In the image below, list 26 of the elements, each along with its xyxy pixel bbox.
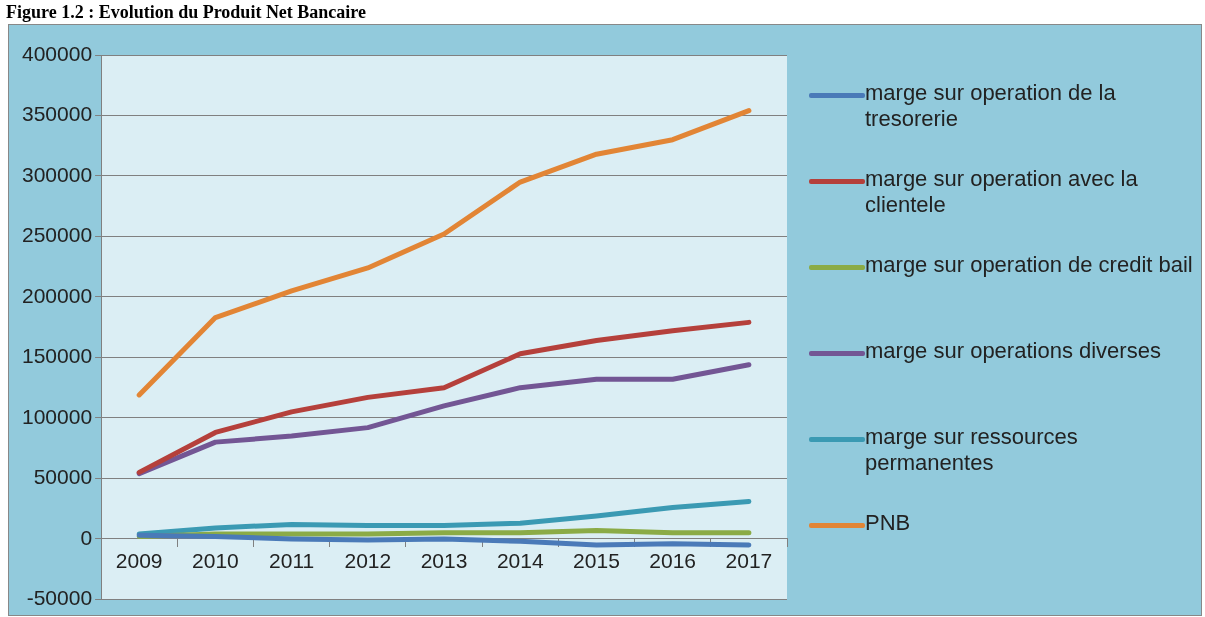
x-tick-label: 2012 (344, 549, 392, 573)
y-tick-label: 350000 (22, 102, 93, 126)
y-tick-label: 400000 (22, 41, 93, 65)
x-tick-label: 2009 (115, 549, 163, 573)
x-tick-label: 2017 (725, 549, 773, 573)
y-tick-label: 0 (80, 525, 93, 549)
y-tick-label: 100000 (22, 404, 93, 428)
y-tick-label: -50000 (26, 586, 93, 610)
chart-title: Figure 1.2 : Evolution du Produit Net Bancaire (5, 2, 367, 22)
legend-label: marge sur operation de la tresorerie (865, 80, 1117, 132)
x-tick-label: 2016 (649, 549, 697, 573)
legend-label: PNB (865, 510, 911, 536)
x-tick-label: 2013 (420, 549, 468, 573)
x-tick-label: 2011 (269, 549, 315, 573)
x-tick-label: 2010 (192, 549, 239, 573)
x-tick-label: 2014 (496, 549, 544, 573)
legend-label: marge sur operation de credit bail (865, 252, 1193, 278)
y-tick-label: 200000 (22, 283, 93, 307)
y-tick-label: 50000 (33, 465, 93, 489)
legend-label: marge sur operation avec la clientele (865, 166, 1139, 218)
y-tick-label: 150000 (22, 344, 93, 368)
y-tick-label: 250000 (22, 223, 93, 247)
legend-label: marge sur ressources permanentes (865, 424, 1079, 476)
y-tick-label: 300000 (22, 162, 93, 186)
x-tick-label: 2015 (573, 549, 620, 573)
legend-label: marge sur operations diverses (865, 338, 1161, 364)
